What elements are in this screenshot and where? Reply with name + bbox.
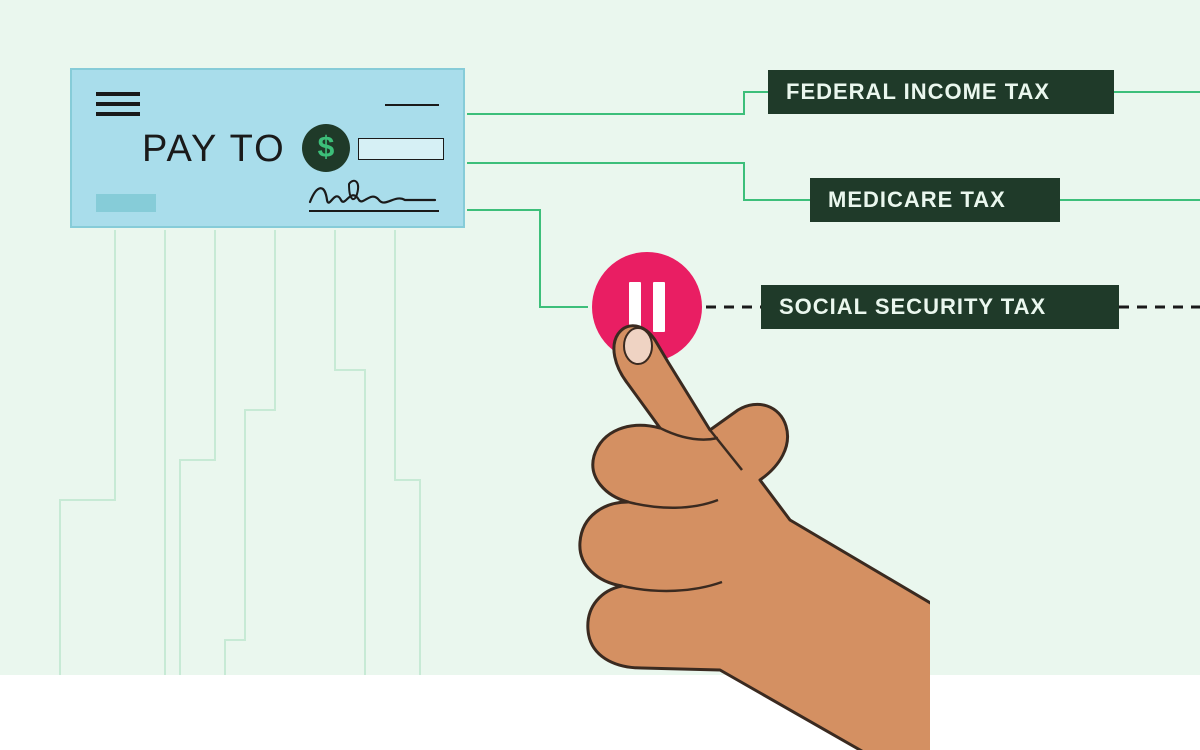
tax-label-medicare: MEDICARE TAX bbox=[810, 178, 1060, 222]
dollar-glyph: $ bbox=[318, 131, 335, 165]
pause-icon-bar bbox=[629, 282, 641, 332]
check-decoration-line bbox=[96, 112, 140, 116]
signature-icon bbox=[305, 174, 445, 214]
infographic-canvas: PAY TO $ FEDERAL INCOME TAX MEDICARE TAX S… bbox=[0, 0, 1200, 675]
memo-field bbox=[96, 194, 156, 212]
paycheck: PAY TO $ bbox=[70, 68, 465, 228]
check-decoration-line bbox=[96, 92, 140, 96]
hand-pointing-icon bbox=[510, 270, 930, 750]
tax-label-federal: FEDERAL INCOME TAX bbox=[768, 70, 1114, 114]
signature-line bbox=[309, 210, 439, 212]
pause-button[interactable] bbox=[592, 252, 702, 362]
pay-to-label: PAY TO bbox=[142, 128, 286, 171]
tax-label-social: SOCIAL SECURITY TAX bbox=[761, 285, 1119, 329]
pause-icon-bar bbox=[653, 282, 665, 332]
check-date-line bbox=[385, 104, 439, 106]
check-decoration-line bbox=[96, 102, 140, 106]
dollar-icon: $ bbox=[302, 124, 350, 172]
amount-field bbox=[358, 138, 444, 160]
